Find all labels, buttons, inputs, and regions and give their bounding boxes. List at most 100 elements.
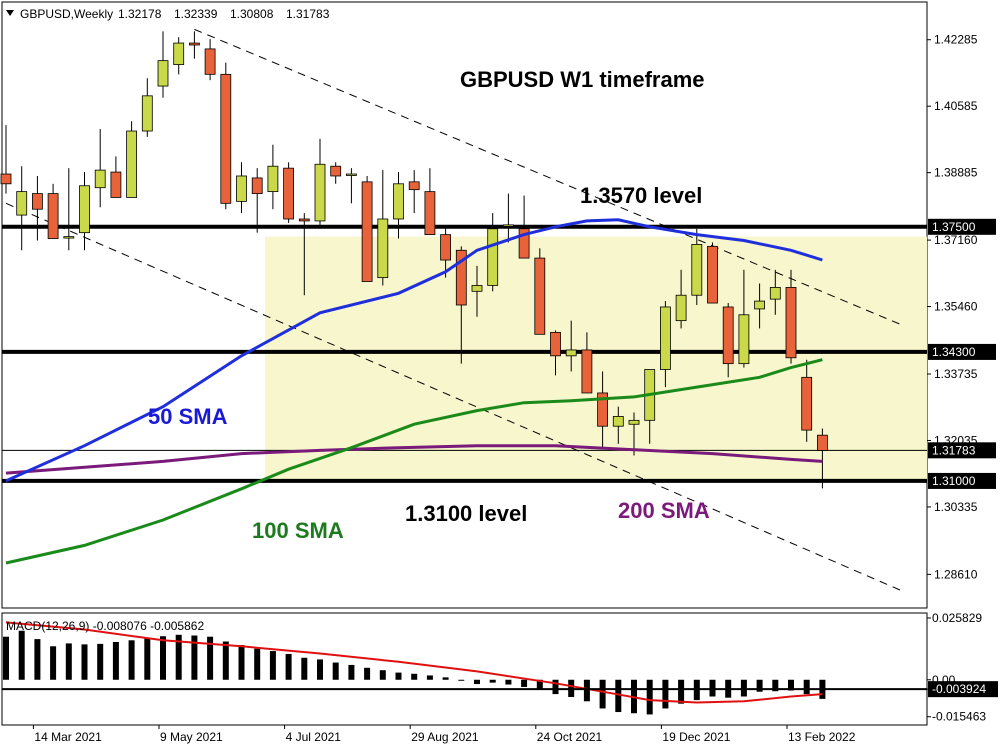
macd-histogram-bar xyxy=(599,679,606,709)
x-tick-label: 9 May 2021 xyxy=(160,730,223,744)
sma200-label: 200 SMA xyxy=(618,498,710,523)
bull-candle-body xyxy=(345,173,357,176)
candle xyxy=(738,269,750,368)
bear-candle-body xyxy=(298,218,310,222)
candle xyxy=(157,31,169,98)
y-tick-label: 1.35460 xyxy=(934,300,978,314)
macd-histogram-bar xyxy=(18,630,25,680)
macd-histogram-bar xyxy=(772,679,779,692)
macd-histogram-bar xyxy=(505,679,512,685)
candle xyxy=(220,62,232,210)
candle xyxy=(236,162,247,214)
candle xyxy=(550,330,561,376)
y-tick-label: 1.38885 xyxy=(934,166,978,180)
candle xyxy=(0,125,12,194)
macd-histogram-bar xyxy=(536,679,543,690)
macd-histogram-bar xyxy=(128,640,135,680)
bull-candle-body xyxy=(377,218,389,279)
y-tick-label: 1.37160 xyxy=(934,233,978,247)
bear-candle-body xyxy=(330,165,342,177)
candle xyxy=(63,168,75,251)
bull-candle-body xyxy=(267,165,279,193)
level-price-tag: 1.31783 xyxy=(928,442,996,459)
moving-averages xyxy=(5,218,823,565)
candle xyxy=(455,246,467,364)
horizontal-levels: 1.37500 1.34300 1.31000 1.31783 xyxy=(2,218,996,489)
sma100-line xyxy=(5,358,823,565)
macd-level-tag-bg xyxy=(928,681,998,698)
bull-candle-body xyxy=(63,236,75,239)
candle xyxy=(283,162,295,223)
macd-histogram-bar xyxy=(583,679,590,702)
y-tick-label: 1.40585 xyxy=(934,99,978,113)
bull-candle-body xyxy=(675,294,687,322)
level-tag-text: 1.31783 xyxy=(932,443,976,457)
candle xyxy=(345,168,357,204)
macd-signal-line xyxy=(5,621,823,704)
candle xyxy=(518,195,530,259)
bear-candle-body xyxy=(707,245,718,304)
bear-candle-body xyxy=(801,376,813,431)
bull-candle-body xyxy=(769,287,781,300)
level-price-tag: 1.34300 xyxy=(928,343,996,360)
macd-histogram-bar xyxy=(175,634,182,680)
bear-candle-body xyxy=(110,171,122,198)
macd-label: MACD(12,26,9) -0.008076 -0.005862 xyxy=(6,619,204,633)
macd-indicator xyxy=(2,621,927,715)
bull-candle-body xyxy=(660,306,671,370)
macd-histogram-bar xyxy=(81,644,88,680)
macd-histogram-bar xyxy=(489,679,496,683)
bull-candle-body xyxy=(628,419,640,425)
level-price-tag: 1.37500 xyxy=(928,218,996,235)
macd-histogram-bar xyxy=(740,679,747,697)
candle xyxy=(32,175,43,241)
candle xyxy=(173,37,185,75)
bear-candle-body xyxy=(251,177,263,194)
candle xyxy=(16,166,28,251)
level-tag-text: 1.37500 xyxy=(932,220,976,234)
candle xyxy=(79,172,90,251)
candle xyxy=(110,156,122,198)
macd-histogram-bar xyxy=(348,664,355,680)
sma200-line xyxy=(5,444,823,475)
channel-lower-line xyxy=(5,202,902,591)
dropdown-arrow-icon[interactable] xyxy=(6,10,14,16)
bear-candle-body xyxy=(204,48,216,75)
macd-histogram-bar xyxy=(144,638,151,680)
macd-histogram-bar xyxy=(678,679,685,704)
macd-histogram-bar xyxy=(474,679,480,685)
bear-candle-body xyxy=(220,73,232,204)
close-value: 1.31783 xyxy=(286,7,330,21)
macd-histogram-bar xyxy=(222,641,229,680)
macd-histogram-bar xyxy=(207,636,214,680)
macd-histogram-bar xyxy=(709,679,716,697)
candle xyxy=(47,183,59,239)
sma50-label: 50 SMA xyxy=(148,404,228,429)
bull-candle-body xyxy=(79,185,90,234)
sma100-label: 100 SMA xyxy=(252,518,344,543)
bear-candle-body xyxy=(534,257,546,335)
bull-candle-body xyxy=(738,314,750,365)
candle xyxy=(785,269,797,364)
candle xyxy=(424,168,436,236)
channel-upper-line xyxy=(194,28,902,326)
macd-histogram-bar xyxy=(788,679,794,691)
bull-candle-body xyxy=(754,300,765,310)
level-1-3570-label: 1.3570 level xyxy=(580,183,702,208)
macd-histogram-bar xyxy=(442,677,449,680)
bear-candle-body xyxy=(817,434,828,451)
bull-candle-body xyxy=(612,416,624,427)
macd-histogram-bar xyxy=(521,679,528,687)
level-tag-bg xyxy=(928,343,996,360)
candle xyxy=(361,175,373,282)
macd-histogram-bar xyxy=(34,639,41,680)
candle xyxy=(471,265,483,317)
macd-histogram-bar xyxy=(191,635,198,680)
bear-candle-body xyxy=(518,228,530,259)
bear-candle-body xyxy=(361,181,373,282)
level-tag-bg xyxy=(928,442,996,459)
candle xyxy=(487,213,499,292)
candle xyxy=(534,248,546,335)
macd-histogram-bar xyxy=(160,636,166,680)
candle xyxy=(707,242,718,304)
